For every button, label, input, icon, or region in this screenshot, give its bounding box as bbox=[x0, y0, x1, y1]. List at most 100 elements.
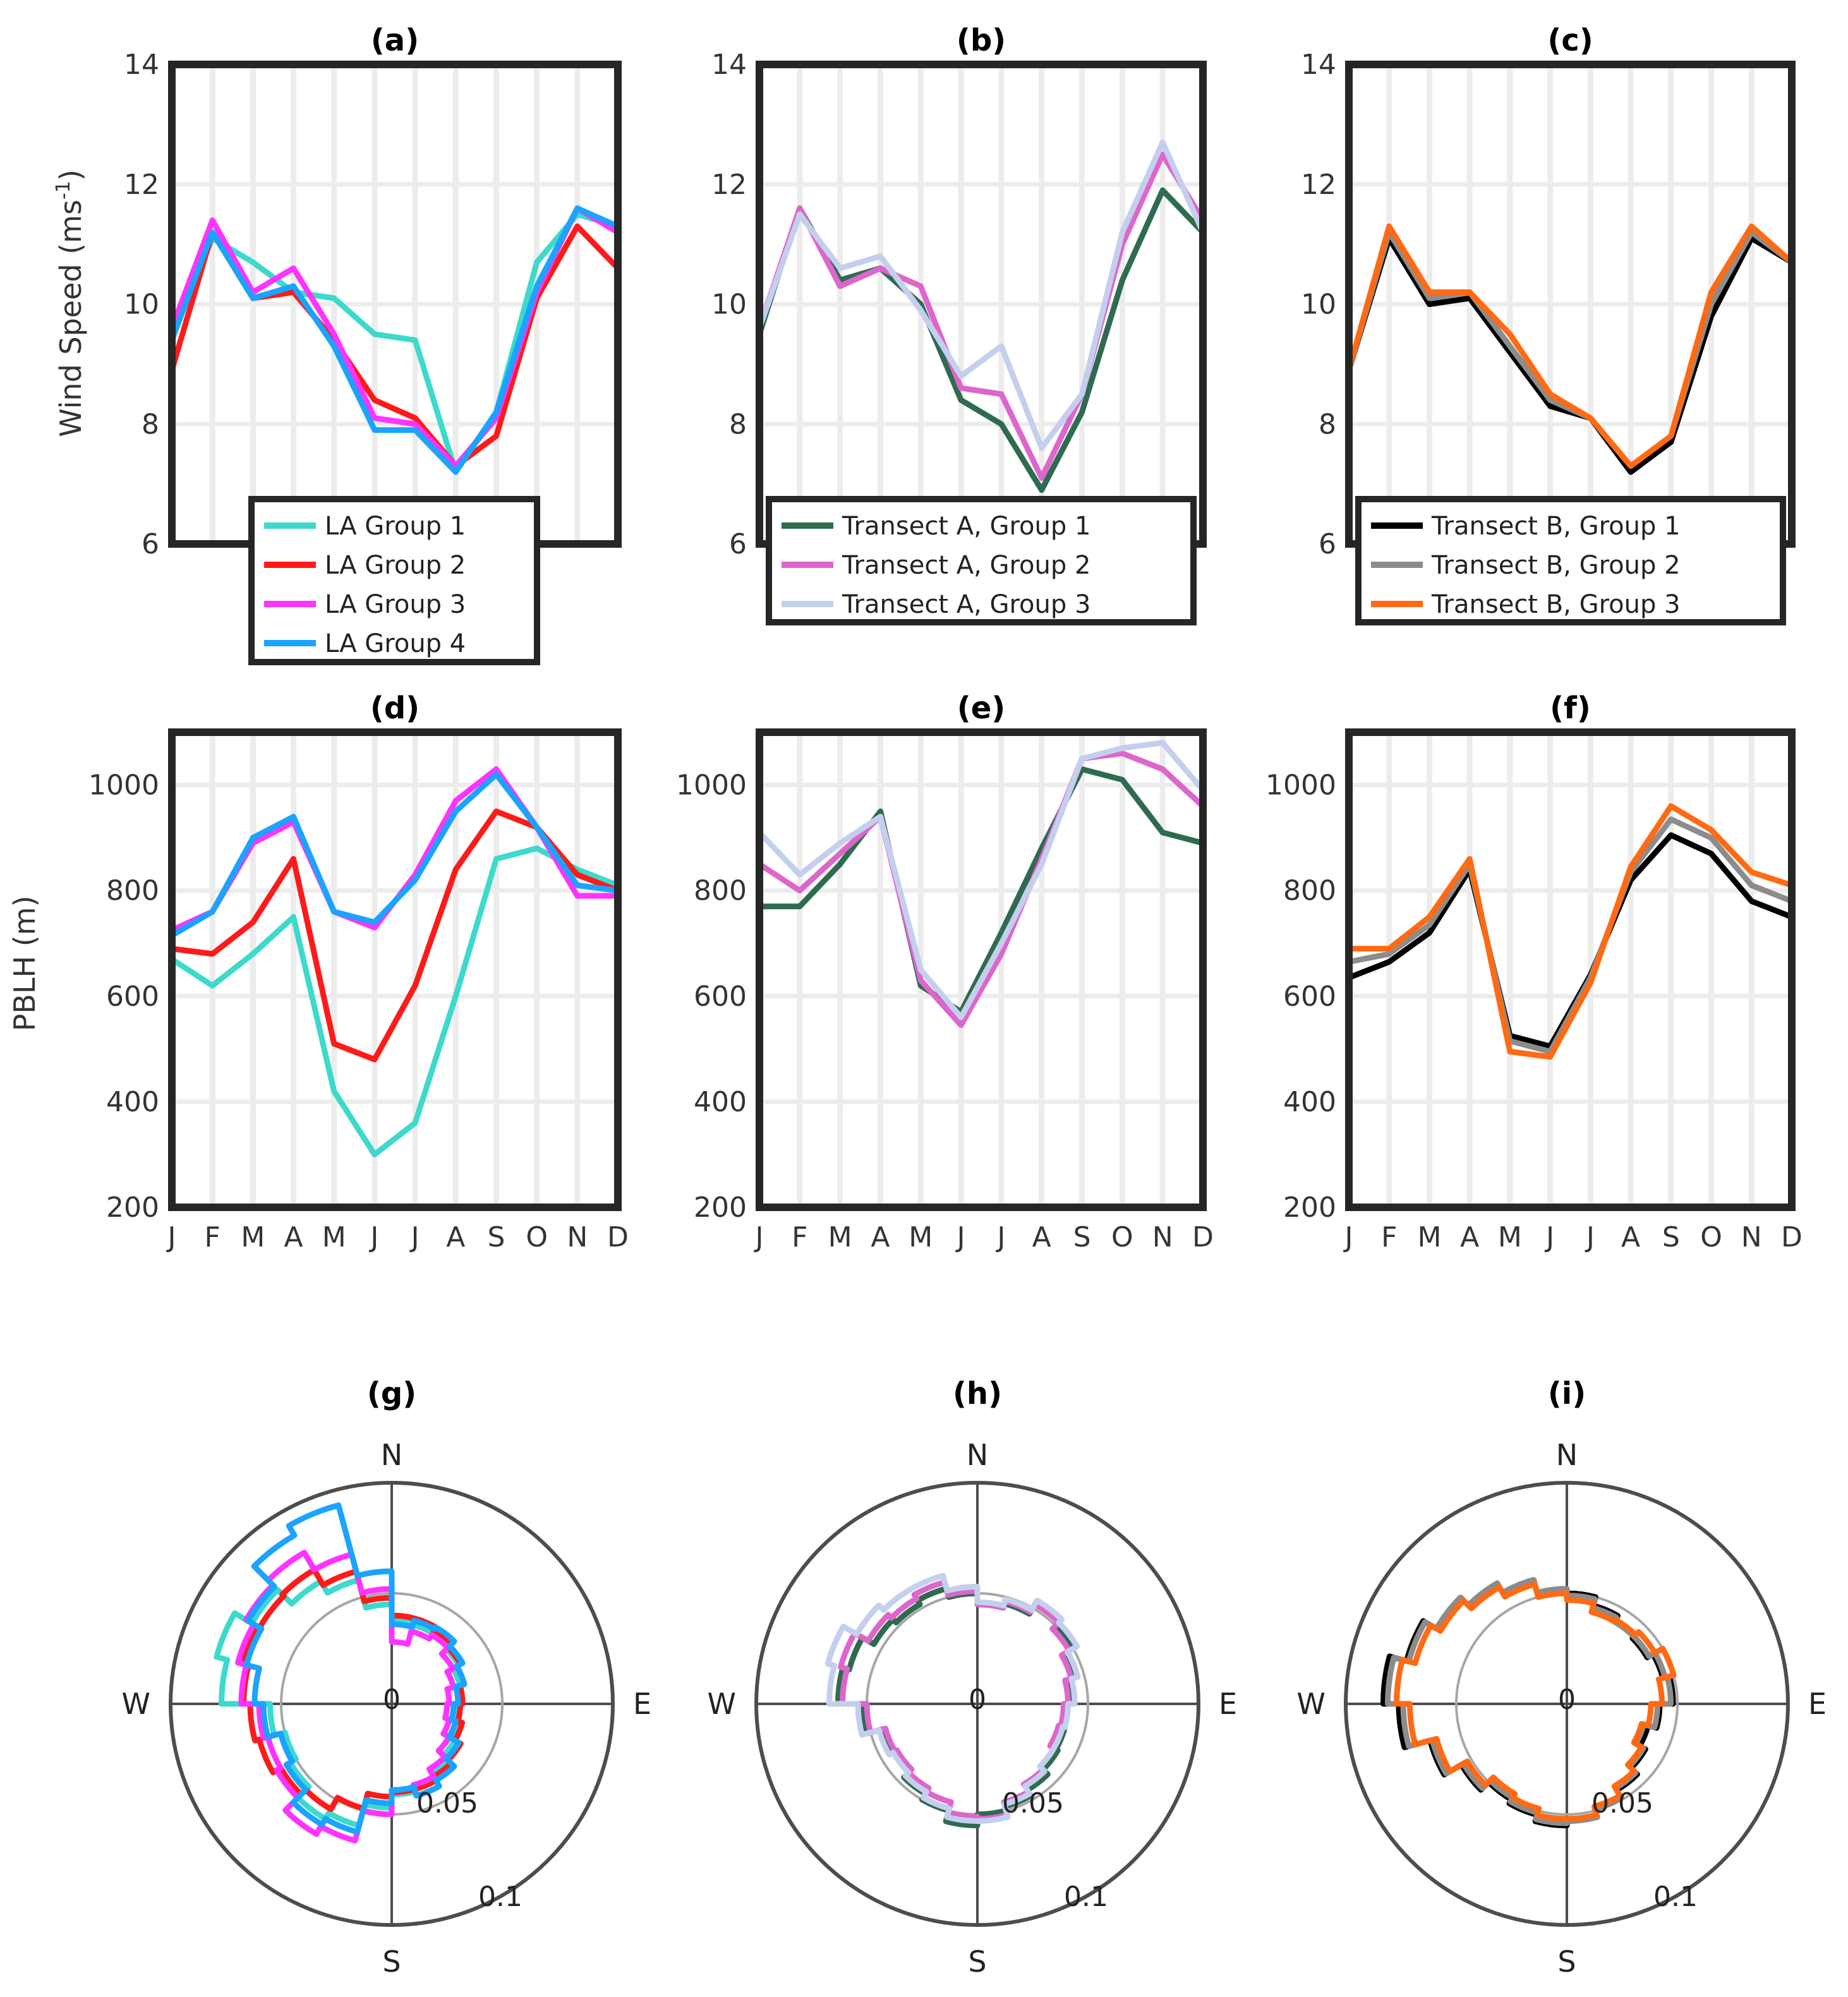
ring-label-0-i: 0 bbox=[1558, 1684, 1576, 1716]
xtick-f-1: F bbox=[1381, 1221, 1397, 1253]
ytick-f-2: 600 bbox=[1283, 980, 1336, 1013]
ytick-e-0: 200 bbox=[694, 1192, 747, 1224]
ring-label-01-g: 0.1 bbox=[478, 1881, 522, 1913]
rose-outline-i-2 bbox=[1394, 1581, 1677, 1822]
xtick-e-9: O bbox=[1111, 1221, 1133, 1253]
ring-label-005-h: 0.05 bbox=[1002, 1787, 1064, 1819]
panel-g: (g) N S E W 0 0.05 0.1 bbox=[122, 1376, 652, 1979]
ytick-d-0: 200 bbox=[106, 1192, 159, 1224]
xtick-d-5: J bbox=[368, 1221, 378, 1253]
wind-speed-axis-label: Wind Speed (ms-1) bbox=[52, 169, 88, 437]
xtick-d-10: N bbox=[567, 1221, 588, 1253]
panel-h: (h) N S E W 0 0.05 0.1 bbox=[708, 1376, 1238, 1979]
xtick-e-2: M bbox=[828, 1221, 852, 1253]
xtick-d-9: O bbox=[526, 1221, 548, 1253]
cardinal-n-i: N bbox=[1556, 1438, 1578, 1472]
series-line-a-0 bbox=[169, 211, 619, 475]
axes-frame-f bbox=[1345, 728, 1796, 1211]
legend-b: Transect A, Group 1 Transect A, Group 2 Tr… bbox=[766, 496, 1197, 625]
xtick-e-5: J bbox=[955, 1221, 965, 1253]
ytick-f-3: 800 bbox=[1283, 875, 1336, 907]
ytick-a-1: 8 bbox=[142, 408, 159, 440]
xtick-d-1: F bbox=[205, 1221, 220, 1253]
series-line-b-2 bbox=[756, 139, 1206, 451]
ytick-e-4: 1000 bbox=[676, 769, 747, 802]
xtick-e-7: A bbox=[1032, 1221, 1051, 1253]
cardinal-e-g: E bbox=[633, 1687, 651, 1721]
ytick-b-4: 14 bbox=[711, 49, 747, 81]
legend-label-a-0: LA Group 1 bbox=[325, 512, 466, 541]
xtick-f-10: N bbox=[1741, 1221, 1762, 1253]
polar-ring-outer-i bbox=[1344, 1481, 1790, 1927]
cardinal-w-g: W bbox=[122, 1687, 150, 1721]
xtick-f-9: O bbox=[1700, 1221, 1722, 1253]
series-line-e-1 bbox=[758, 750, 1205, 1029]
ytick-c-1: 8 bbox=[1319, 408, 1336, 440]
axes-frame-e bbox=[756, 728, 1207, 1211]
ytick-c-2: 10 bbox=[1301, 289, 1336, 321]
xtick-e-10: N bbox=[1152, 1221, 1173, 1253]
xtick-f-3: A bbox=[1460, 1221, 1479, 1253]
ytick-b-0: 6 bbox=[729, 528, 747, 560]
cardinal-s-i: S bbox=[1557, 1945, 1576, 1979]
series-line-b-1 bbox=[756, 151, 1205, 481]
ytick-f-1: 400 bbox=[1283, 1086, 1336, 1118]
wind-ylabel-sup: -1 bbox=[52, 181, 75, 200]
cardinal-n-h: N bbox=[967, 1438, 988, 1472]
legend-label-c-2: Transect B, Group 3 bbox=[1431, 590, 1681, 619]
legend-c: Transect B, Group 1 Transect B, Group 2 Tr… bbox=[1355, 496, 1786, 625]
polar-ring-outer-h bbox=[754, 1481, 1200, 1927]
polar-ring-outer-g bbox=[169, 1481, 615, 1927]
panel-title-a: (a) bbox=[371, 23, 419, 58]
legend-box-b bbox=[766, 496, 1197, 625]
ytick-a-0: 6 bbox=[142, 528, 159, 560]
xtick-e-3: A bbox=[871, 1221, 890, 1253]
rose-outline-h-2 bbox=[824, 1572, 1081, 1825]
xtick-d-0: J bbox=[166, 1221, 176, 1253]
panel-title-d: (d) bbox=[370, 691, 420, 726]
series-line-b-0 bbox=[756, 187, 1205, 493]
ytick-e-2: 600 bbox=[694, 980, 747, 1013]
xtick-f-11: D bbox=[1781, 1221, 1803, 1253]
xtick-e-11: D bbox=[1192, 1221, 1214, 1253]
legend-label-b-1: Transect A, Group 2 bbox=[842, 551, 1090, 580]
legend-label-a-2: LA Group 3 bbox=[325, 590, 466, 619]
ring-label-005-g: 0.05 bbox=[416, 1787, 478, 1819]
series-line-f-2 bbox=[1349, 803, 1793, 1060]
xtick-d-4: M bbox=[322, 1221, 346, 1253]
legend-label-c-1: Transect B, Group 2 bbox=[1431, 551, 1681, 580]
ytick-b-2: 10 bbox=[711, 289, 747, 321]
wind-ylabel-close: ) bbox=[54, 169, 88, 181]
xtick-d-2: M bbox=[241, 1221, 265, 1253]
cardinal-e-i: E bbox=[1808, 1687, 1827, 1721]
panel-title-g: (g) bbox=[367, 1376, 416, 1411]
xtick-f-5: J bbox=[1544, 1221, 1554, 1253]
series-line-d-0 bbox=[170, 845, 619, 1157]
ytick-d-3: 800 bbox=[106, 875, 159, 907]
ytick-a-2: 10 bbox=[124, 289, 159, 321]
cardinal-s-g: S bbox=[382, 1945, 401, 1979]
legend-label-c-0: Transect B, Group 1 bbox=[1431, 512, 1681, 541]
series-line-d-3 bbox=[170, 771, 619, 938]
legend-label-b-0: Transect A, Group 1 bbox=[842, 512, 1090, 541]
axes-frame-d bbox=[168, 728, 622, 1211]
ring-label-0-h: 0 bbox=[969, 1684, 986, 1716]
series-line-e-0 bbox=[759, 766, 1204, 1015]
xtick-d-11: D bbox=[607, 1221, 629, 1253]
ytick-e-3: 800 bbox=[694, 875, 747, 907]
cardinal-n-g: N bbox=[381, 1438, 402, 1472]
xtick-d-6: J bbox=[409, 1221, 420, 1253]
xtick-e-0: J bbox=[754, 1221, 764, 1253]
panel-title-e: (e) bbox=[957, 691, 1005, 726]
xtick-f-7: A bbox=[1621, 1221, 1640, 1253]
panel-title-c: (c) bbox=[1547, 23, 1593, 58]
ring-label-01-h: 0.1 bbox=[1064, 1881, 1108, 1913]
ytick-c-4: 14 bbox=[1301, 49, 1336, 81]
legend-a: LA Group 1 LA Group 2 LA Group 3 LA Group 4 bbox=[248, 496, 540, 665]
xtick-f-0: J bbox=[1343, 1221, 1353, 1253]
ytick-d-2: 600 bbox=[106, 980, 159, 1013]
